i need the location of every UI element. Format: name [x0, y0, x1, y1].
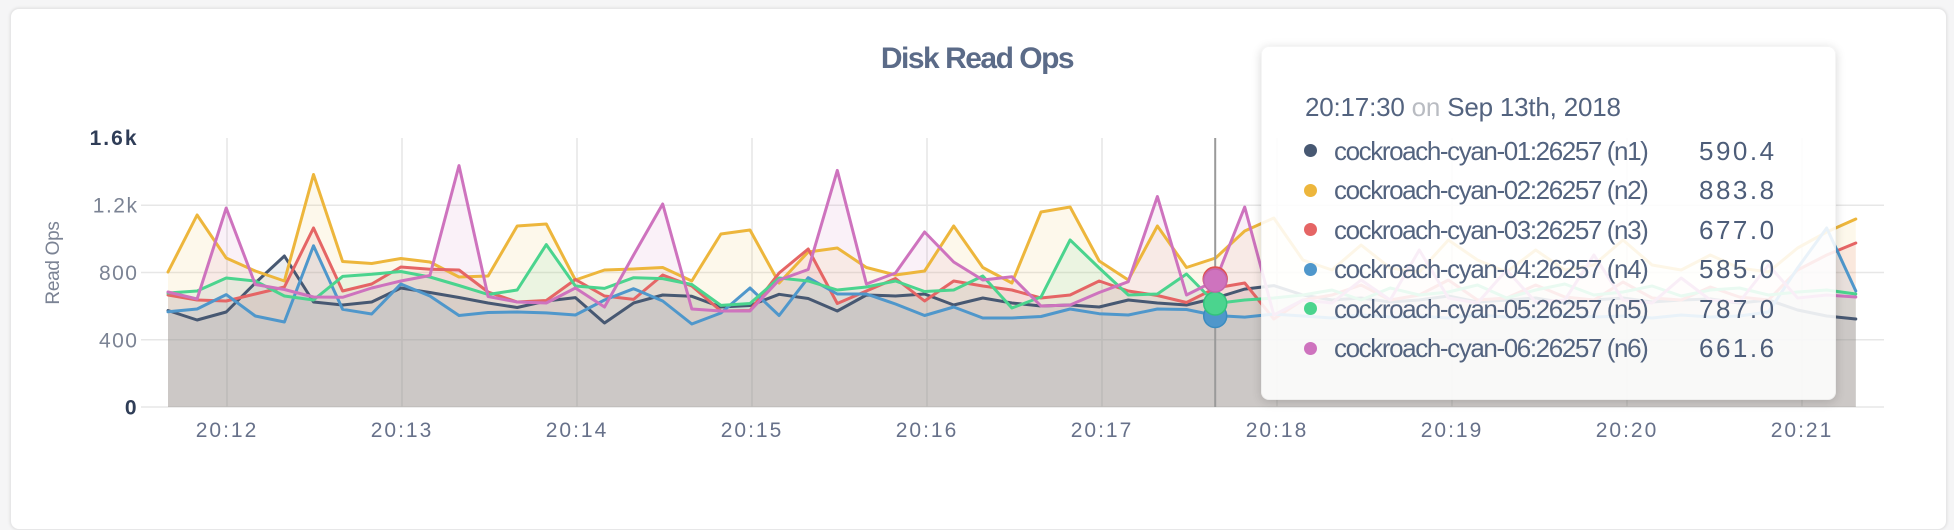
svg-text:20:17: 20:17 [1071, 419, 1134, 442]
svg-text:0: 0 [125, 397, 139, 420]
svg-text:20:21: 20:21 [1771, 419, 1834, 442]
svg-text:20:20: 20:20 [1596, 419, 1659, 442]
svg-text:20:18: 20:18 [1246, 419, 1309, 442]
svg-text:800: 800 [99, 262, 139, 285]
svg-text:20:13: 20:13 [371, 419, 434, 442]
svg-text:20:15: 20:15 [721, 419, 784, 442]
svg-text:400: 400 [99, 330, 139, 353]
svg-text:20:16: 20:16 [896, 419, 959, 442]
svg-text:20:19: 20:19 [1421, 419, 1484, 442]
svg-text:1.6k: 1.6k [90, 127, 139, 150]
svg-text:1.2k: 1.2k [93, 195, 139, 218]
svg-text:20:14: 20:14 [546, 419, 609, 442]
svg-text:Read Ops: Read Ops [43, 221, 64, 304]
svg-text:20:12: 20:12 [196, 419, 259, 442]
